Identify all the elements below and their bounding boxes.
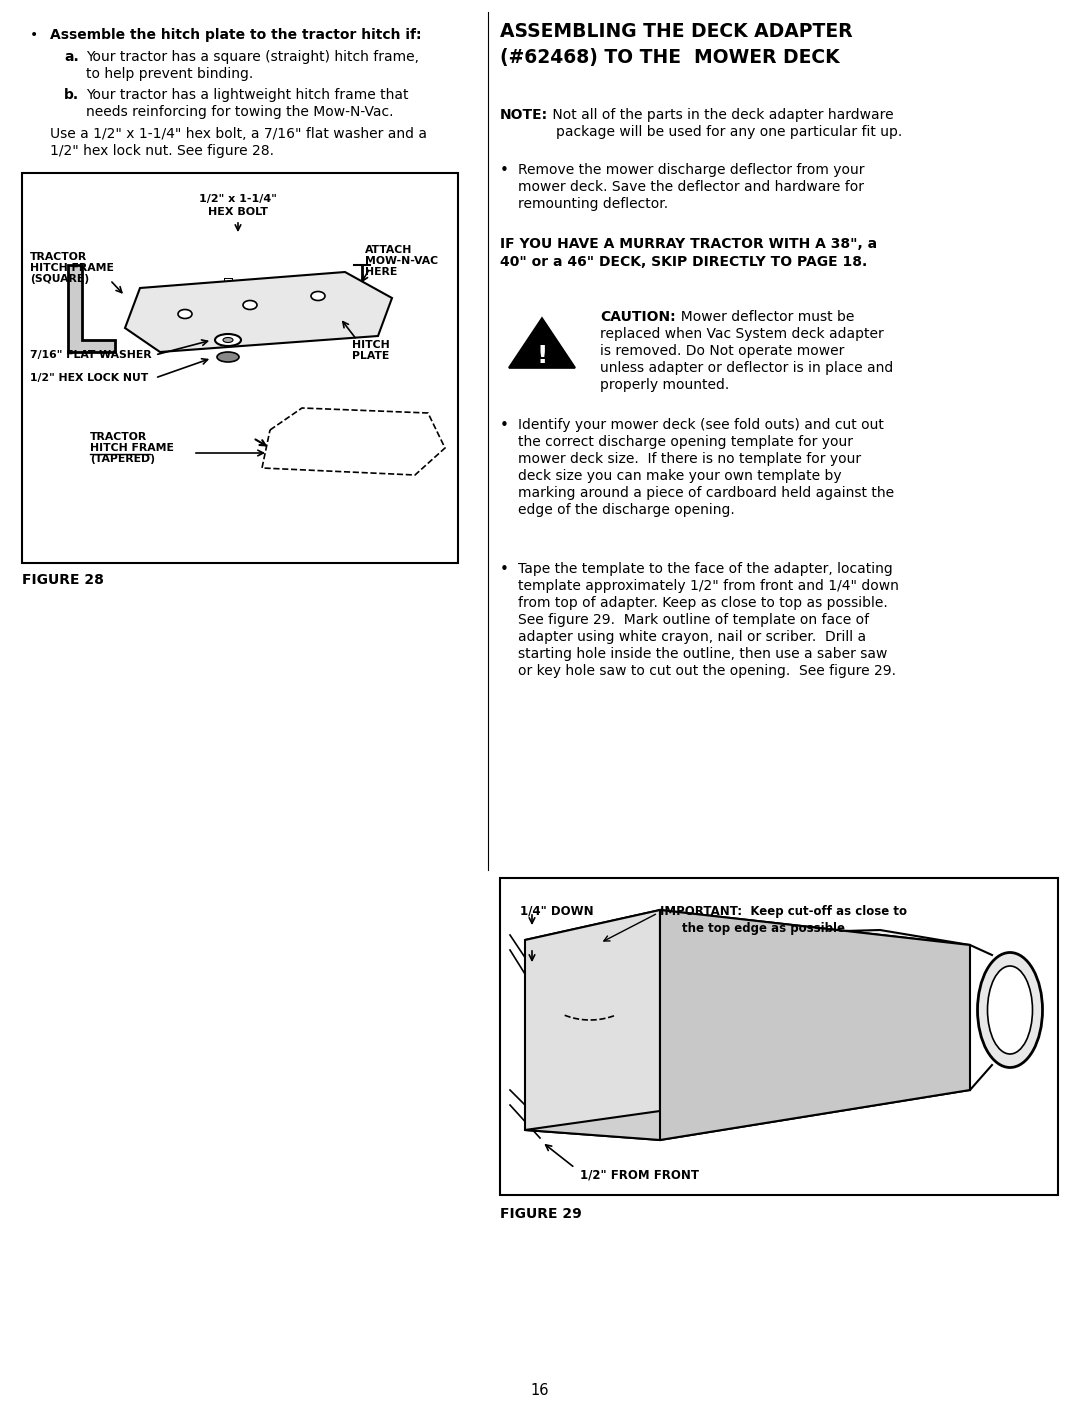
- Text: •: •: [500, 562, 509, 578]
- Text: !: !: [537, 343, 548, 367]
- Text: MOW-N-VAC: MOW-N-VAC: [365, 257, 438, 266]
- Text: (#62468) TO THE  MOWER DECK: (#62468) TO THE MOWER DECK: [500, 48, 839, 67]
- Text: FIGURE 28: FIGURE 28: [22, 573, 104, 587]
- Text: IF YOU HAVE A MURRAY TRACTOR WITH A 38", a: IF YOU HAVE A MURRAY TRACTOR WITH A 38",…: [500, 237, 877, 251]
- Text: Assemble the hitch plate to the tractor hitch if:: Assemble the hitch plate to the tractor …: [50, 28, 421, 42]
- Text: •: •: [500, 418, 509, 433]
- Text: HITCH FRAME: HITCH FRAME: [30, 264, 113, 273]
- Text: HITCH FRAME: HITCH FRAME: [90, 443, 174, 453]
- Text: mower deck. Save the deflector and hardware for: mower deck. Save the deflector and hardw…: [518, 179, 864, 193]
- Text: (TAPERED): (TAPERED): [90, 454, 156, 464]
- Text: Use a 1/2" x 1-1/4" hex bolt, a 7/16" flat washer and a: Use a 1/2" x 1-1/4" hex bolt, a 7/16" fl…: [50, 128, 427, 142]
- Text: ATTACH: ATTACH: [365, 245, 413, 255]
- Text: IMPORTANT:  Keep cut-off as close to: IMPORTANT: Keep cut-off as close to: [660, 906, 907, 918]
- Text: FIGURE 29: FIGURE 29: [500, 1207, 582, 1221]
- Text: TRACTOR: TRACTOR: [30, 252, 87, 262]
- Text: NOTE:: NOTE:: [500, 108, 549, 122]
- FancyBboxPatch shape: [22, 172, 458, 564]
- Ellipse shape: [987, 966, 1032, 1054]
- Text: mower deck size.  If there is no template for your: mower deck size. If there is no template…: [518, 451, 861, 465]
- Text: ASSEMBLING THE DECK ADAPTER: ASSEMBLING THE DECK ADAPTER: [500, 22, 852, 41]
- Text: CAUTION:: CAUTION:: [600, 310, 676, 324]
- Text: a.: a.: [64, 50, 79, 64]
- Text: Your tractor has a square (straight) hitch frame,: Your tractor has a square (straight) hit…: [86, 50, 419, 64]
- Text: PLATE: PLATE: [352, 350, 389, 360]
- Ellipse shape: [217, 352, 239, 362]
- Text: HITCH: HITCH: [352, 341, 390, 350]
- Text: See figure 29.  Mark outline of template on face of: See figure 29. Mark outline of template …: [518, 613, 869, 627]
- Text: •: •: [30, 28, 38, 42]
- Ellipse shape: [311, 292, 325, 300]
- Text: marking around a piece of cardboard held against the: marking around a piece of cardboard held…: [518, 486, 894, 501]
- Text: the correct discharge opening template for your: the correct discharge opening template f…: [518, 435, 853, 449]
- Text: needs reinforcing for towing the Mow-N-Vac.: needs reinforcing for towing the Mow-N-V…: [86, 105, 393, 119]
- Text: adapter using white crayon, nail or scriber.  Drill a: adapter using white crayon, nail or scri…: [518, 629, 866, 644]
- Text: 1/2" HEX LOCK NUT: 1/2" HEX LOCK NUT: [30, 373, 148, 383]
- Ellipse shape: [178, 310, 192, 318]
- Text: Your tractor has a lightweight hitch frame that: Your tractor has a lightweight hitch fra…: [86, 88, 408, 102]
- Text: Tape the template to the face of the adapter, locating: Tape the template to the face of the ada…: [518, 562, 893, 576]
- Text: 16: 16: [530, 1382, 550, 1398]
- Text: 1/2" hex lock nut. See figure 28.: 1/2" hex lock nut. See figure 28.: [50, 144, 274, 158]
- Text: properly mounted.: properly mounted.: [600, 379, 729, 393]
- Polygon shape: [509, 318, 575, 367]
- Text: or key hole saw to cut out the opening.  See figure 29.: or key hole saw to cut out the opening. …: [518, 665, 896, 679]
- Text: to help prevent binding.: to help prevent binding.: [86, 67, 253, 81]
- Text: 1/2" FROM FRONT: 1/2" FROM FRONT: [580, 1168, 699, 1180]
- Text: b.: b.: [64, 88, 79, 102]
- Bar: [222, 258, 234, 268]
- Polygon shape: [525, 1080, 970, 1140]
- Polygon shape: [525, 910, 660, 1140]
- Text: TRACTOR: TRACTOR: [90, 432, 147, 442]
- Text: replaced when Vac System deck adapter: replaced when Vac System deck adapter: [600, 327, 883, 341]
- Text: unless adapter or deflector is in place and: unless adapter or deflector is in place …: [600, 360, 893, 374]
- Text: HEX BOLT: HEX BOLT: [208, 207, 268, 217]
- Text: (SQUARE): (SQUARE): [30, 273, 90, 285]
- Polygon shape: [525, 910, 970, 945]
- Ellipse shape: [215, 334, 241, 346]
- Text: Identify your mower deck (see fold outs) and cut out: Identify your mower deck (see fold outs)…: [518, 418, 883, 432]
- Ellipse shape: [977, 952, 1042, 1067]
- Polygon shape: [125, 272, 392, 352]
- Text: 1/2" x 1-1/4": 1/2" x 1-1/4": [199, 193, 276, 205]
- Text: Remove the mower discharge deflector from your: Remove the mower discharge deflector fro…: [518, 163, 864, 177]
- Text: Not all of the parts in the deck adapter hardware: Not all of the parts in the deck adapter…: [548, 108, 893, 122]
- Text: is removed. Do Not operate mower: is removed. Do Not operate mower: [600, 343, 845, 358]
- Ellipse shape: [222, 338, 233, 342]
- Polygon shape: [68, 265, 114, 352]
- Text: Mower deflector must be: Mower deflector must be: [672, 310, 854, 324]
- Text: •: •: [500, 163, 509, 178]
- Text: from top of adapter. Keep as close to top as possible.: from top of adapter. Keep as close to to…: [518, 596, 888, 610]
- Text: package will be used for any one particular fit up.: package will be used for any one particu…: [556, 125, 902, 139]
- Text: template approximately 1/2" from front and 1/4" down: template approximately 1/2" from front a…: [518, 579, 899, 593]
- Text: remounting deflector.: remounting deflector.: [518, 198, 669, 210]
- Text: edge of the discharge opening.: edge of the discharge opening.: [518, 503, 734, 517]
- Text: 1/4" DOWN: 1/4" DOWN: [519, 906, 594, 918]
- Ellipse shape: [243, 300, 257, 310]
- Text: starting hole inside the outline, then use a saber saw: starting hole inside the outline, then u…: [518, 646, 888, 660]
- Text: 40" or a 46" DECK, SKIP DIRECTLY TO PAGE 18.: 40" or a 46" DECK, SKIP DIRECTLY TO PAGE…: [500, 255, 867, 269]
- Text: 7/16" FLAT WASHER: 7/16" FLAT WASHER: [30, 350, 151, 360]
- FancyBboxPatch shape: [500, 878, 1058, 1195]
- Text: deck size you can make your own template by: deck size you can make your own template…: [518, 470, 841, 484]
- Polygon shape: [660, 910, 970, 1140]
- Text: the top edge as possible.: the top edge as possible.: [681, 923, 850, 935]
- Text: HERE: HERE: [365, 266, 397, 278]
